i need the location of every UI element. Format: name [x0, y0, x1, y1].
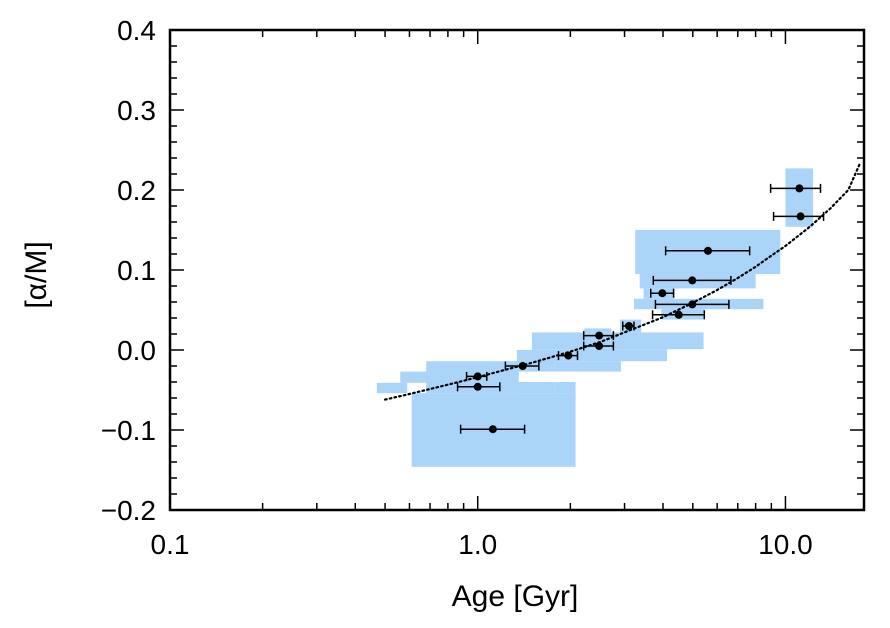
data-point	[473, 372, 482, 381]
data-point	[473, 382, 482, 391]
y-tick-label: 0.2	[117, 175, 156, 206]
axes	[168, 28, 866, 512]
uncertainty-box	[400, 371, 429, 383]
data-point	[595, 342, 604, 350]
data-point	[624, 322, 633, 330]
x-tick-label: 10.0	[758, 529, 813, 560]
data-points	[473, 184, 805, 434]
data-point	[688, 300, 697, 309]
y-tick-label: 0.0	[117, 335, 156, 366]
data-point	[518, 362, 527, 370]
data-point	[595, 331, 604, 340]
data-point	[658, 289, 667, 298]
x-tick-label: 0.1	[151, 529, 190, 560]
data-point	[488, 425, 497, 434]
uncertainty-box	[531, 349, 667, 362]
data-point	[688, 276, 697, 285]
data-point	[703, 246, 712, 255]
data-point	[674, 310, 683, 319]
uncertainty-box	[639, 274, 756, 289]
uncertainty-box	[376, 382, 408, 394]
data-point	[795, 184, 804, 193]
data-point	[564, 351, 573, 360]
y-tick-label: 0.3	[117, 95, 156, 126]
uncertainty-box	[584, 328, 612, 333]
y-tick-label: 0.4	[117, 15, 156, 46]
data-point	[796, 212, 805, 221]
x-tick-label: 1.0	[458, 529, 497, 560]
uncertainty-box	[554, 361, 621, 372]
uncertainty-box	[476, 382, 555, 394]
uncertainty-box	[531, 332, 704, 350]
y-tick-label: −0.1	[101, 415, 156, 446]
y-tick-label: 0.1	[117, 255, 156, 286]
y-tick-label: −0.2	[101, 495, 156, 526]
x-axis-label: Age [Gyr]	[452, 580, 579, 613]
uncertainty-box	[554, 382, 576, 394]
uncertainty-boxes	[376, 168, 814, 467]
y-axis-label: [α/M]	[20, 241, 53, 308]
tick-labels: 0.1 1.0 10.0 −0.2 −0.1 0.0 0.1 0.2 0.3 0.4	[101, 15, 813, 560]
